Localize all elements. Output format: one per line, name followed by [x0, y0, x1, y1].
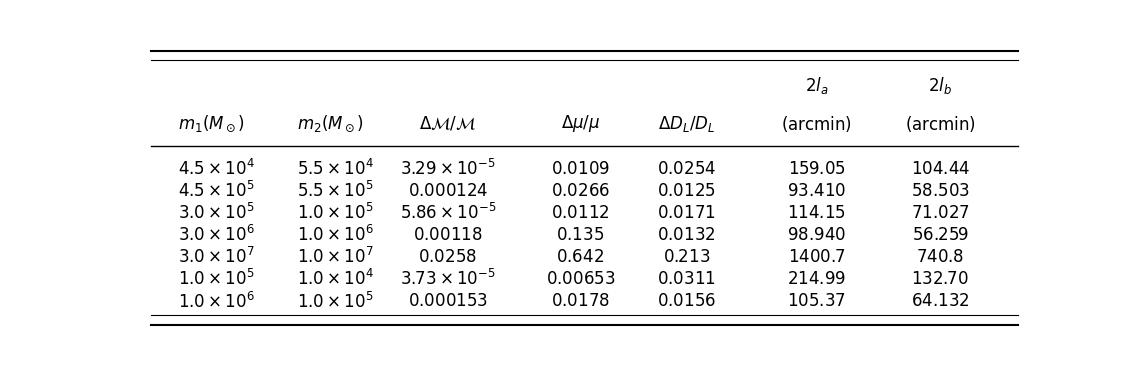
- Text: $105.37$: $105.37$: [787, 293, 845, 311]
- Text: $0.0109$: $0.0109$: [551, 160, 609, 178]
- Text: $1.0 \times 10^{7}$: $1.0 \times 10^{7}$: [298, 247, 374, 267]
- Text: $2l_a$: $2l_a$: [804, 75, 828, 96]
- Text: $0.0254$: $0.0254$: [657, 160, 717, 178]
- Text: $98.940$: $98.940$: [787, 226, 845, 244]
- Text: $104.44$: $104.44$: [911, 160, 970, 178]
- Text: $0.135$: $0.135$: [557, 226, 605, 244]
- Text: $\mathrm{(arcmin)}$: $\mathrm{(arcmin)}$: [780, 113, 852, 134]
- Text: $93.410$: $93.410$: [787, 182, 845, 200]
- Text: $5.86 \times 10^{-5}$: $5.86 \times 10^{-5}$: [399, 203, 496, 223]
- Text: $0.0125$: $0.0125$: [657, 182, 715, 200]
- Text: $0.0171$: $0.0171$: [657, 204, 715, 222]
- Text: $0.213$: $0.213$: [663, 248, 710, 266]
- Text: $0.0112$: $0.0112$: [551, 204, 609, 222]
- Text: $\Delta\mathcal{M}/\mathcal{M}$: $\Delta\mathcal{M}/\mathcal{M}$: [419, 114, 476, 132]
- Text: $1.0 \times 10^{5}$: $1.0 \times 10^{5}$: [298, 291, 374, 311]
- Text: $0.0156$: $0.0156$: [657, 293, 717, 311]
- Text: $1.0 \times 10^{6}$: $1.0 \times 10^{6}$: [178, 291, 254, 311]
- Text: $0.0258$: $0.0258$: [419, 248, 477, 266]
- Text: $3.0 \times 10^{5}$: $3.0 \times 10^{5}$: [178, 203, 254, 223]
- Text: $2l_b$: $2l_b$: [929, 75, 953, 96]
- Text: $132.70$: $132.70$: [912, 270, 969, 289]
- Text: $1400.7$: $1400.7$: [787, 248, 845, 266]
- Text: $\Delta D_L/D_L$: $\Delta D_L/D_L$: [657, 113, 715, 134]
- Text: $214.99$: $214.99$: [787, 270, 845, 289]
- Text: $0.642$: $0.642$: [557, 248, 605, 266]
- Text: $3.0 \times 10^{7}$: $3.0 \times 10^{7}$: [178, 247, 254, 267]
- Text: $0.00118$: $0.00118$: [413, 226, 483, 244]
- Text: $56.259$: $56.259$: [912, 226, 969, 244]
- Text: $0.0311$: $0.0311$: [657, 270, 715, 289]
- Text: $5.5 \times 10^{5}$: $5.5 \times 10^{5}$: [298, 181, 374, 201]
- Text: $740.8$: $740.8$: [916, 248, 964, 266]
- Text: $m_2(M_\odot)$: $m_2(M_\odot)$: [298, 113, 364, 134]
- Text: $0.000153$: $0.000153$: [407, 293, 487, 311]
- Text: $64.132$: $64.132$: [911, 293, 970, 311]
- Text: $0.0178$: $0.0178$: [551, 293, 609, 311]
- Text: $1.0 \times 10^{5}$: $1.0 \times 10^{5}$: [178, 269, 254, 289]
- Text: $4.5 \times 10^{5}$: $4.5 \times 10^{5}$: [178, 181, 254, 201]
- Text: $\mathrm{(arcmin)}$: $\mathrm{(arcmin)}$: [905, 113, 976, 134]
- Text: $1.0 \times 10^{6}$: $1.0 \times 10^{6}$: [298, 225, 374, 245]
- Text: $71.027$: $71.027$: [911, 204, 970, 222]
- Text: $0.0266$: $0.0266$: [551, 182, 610, 200]
- Text: $4.5 \times 10^{4}$: $4.5 \times 10^{4}$: [178, 159, 254, 179]
- Text: $3.73 \times 10^{-5}$: $3.73 \times 10^{-5}$: [399, 269, 495, 289]
- Text: $0.00653$: $0.00653$: [545, 270, 615, 289]
- Text: $m_1(M_\odot)$: $m_1(M_\odot)$: [178, 113, 245, 134]
- Text: $58.503$: $58.503$: [911, 182, 970, 200]
- Text: $0.0132$: $0.0132$: [657, 226, 715, 244]
- Text: $1.0 \times 10^{5}$: $1.0 \times 10^{5}$: [298, 203, 374, 223]
- Text: $159.05$: $159.05$: [787, 160, 845, 178]
- Text: $3.29 \times 10^{-5}$: $3.29 \times 10^{-5}$: [399, 159, 495, 179]
- Text: $114.15$: $114.15$: [787, 204, 845, 222]
- Text: $\Delta\mu/\mu$: $\Delta\mu/\mu$: [560, 113, 600, 134]
- Text: $3.0 \times 10^{6}$: $3.0 \times 10^{6}$: [178, 225, 254, 245]
- Text: $0.000124$: $0.000124$: [407, 182, 488, 200]
- Text: $5.5 \times 10^{4}$: $5.5 \times 10^{4}$: [298, 159, 374, 179]
- Text: $1.0 \times 10^{4}$: $1.0 \times 10^{4}$: [298, 269, 374, 289]
